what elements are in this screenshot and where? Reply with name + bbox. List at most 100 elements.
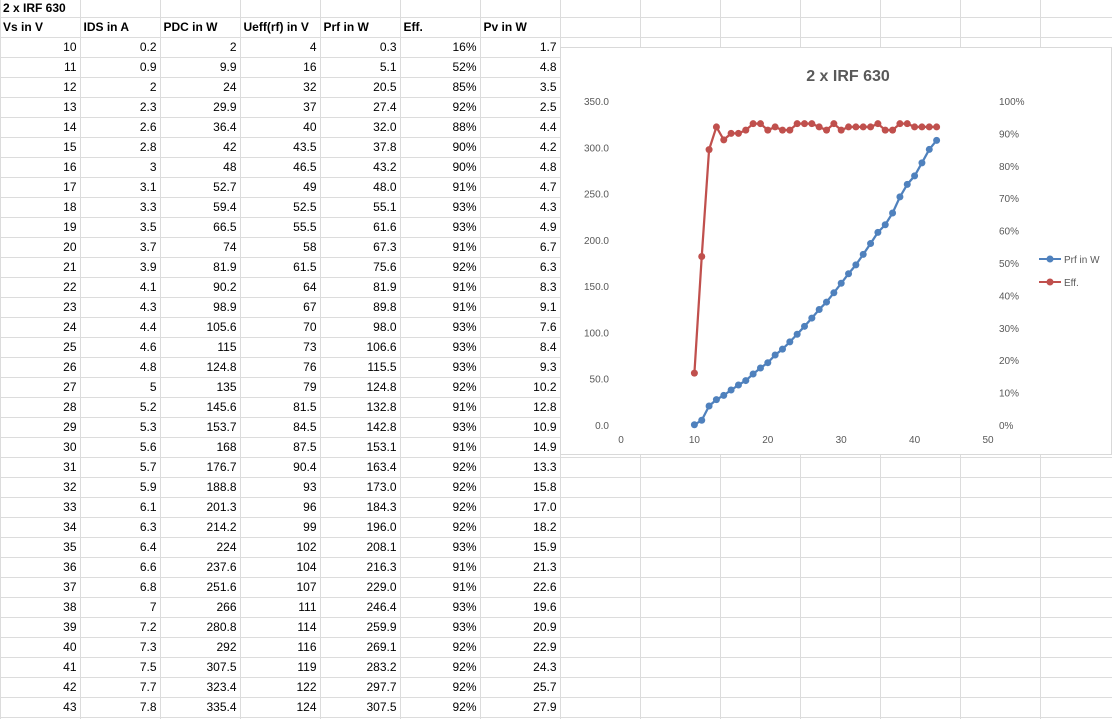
table-cell[interactable]: 5.7 — [80, 457, 161, 478]
table-cell[interactable]: 67.3 — [320, 237, 401, 258]
table-cell[interactable]: 93% — [400, 537, 481, 558]
data-point[interactable] — [881, 126, 889, 134]
data-point[interactable] — [925, 145, 933, 153]
table-cell[interactable]: 4.3 — [80, 297, 161, 318]
column-header[interactable]: Eff. — [400, 17, 481, 38]
sheet-title-cell[interactable]: 2 x IRF 630 — [3, 1, 66, 15]
table-cell[interactable]: 323.4 — [160, 677, 241, 698]
table-cell[interactable]: 4.4 — [480, 117, 561, 138]
data-point[interactable] — [727, 129, 735, 137]
table-cell[interactable]: 28 — [0, 397, 81, 418]
table-cell[interactable]: 6.3 — [480, 257, 561, 278]
table-cell[interactable]: 13.3 — [480, 457, 561, 478]
table-cell[interactable]: 5.6 — [80, 437, 161, 458]
data-point[interactable] — [771, 123, 779, 131]
table-cell[interactable]: 4.1 — [80, 277, 161, 298]
table-cell[interactable]: 58 — [240, 237, 321, 258]
table-cell[interactable]: 81.9 — [160, 257, 241, 278]
table-cell[interactable]: 168 — [160, 437, 241, 458]
table-cell[interactable]: 92% — [400, 477, 481, 498]
table-cell[interactable]: 16% — [400, 37, 481, 58]
table-cell[interactable]: 145.6 — [160, 397, 241, 418]
table-cell[interactable]: 5 — [80, 377, 161, 398]
table-cell[interactable]: 93% — [400, 357, 481, 378]
table-cell[interactable]: 52.7 — [160, 177, 241, 198]
table-cell[interactable]: 114 — [240, 617, 321, 638]
table-cell[interactable]: 79 — [240, 377, 321, 398]
table-cell[interactable]: 5.3 — [80, 417, 161, 438]
data-point[interactable] — [911, 123, 919, 131]
table-cell[interactable]: 0.9 — [80, 57, 161, 78]
table-cell[interactable]: 75.6 — [320, 257, 401, 278]
table-cell[interactable]: 92% — [400, 257, 481, 278]
table-cell[interactable]: 52.5 — [240, 197, 321, 218]
data-point[interactable] — [756, 120, 764, 128]
data-point[interactable] — [815, 123, 823, 131]
table-cell[interactable]: 90.2 — [160, 277, 241, 298]
data-point[interactable] — [712, 123, 720, 131]
table-cell[interactable]: 13 — [0, 97, 81, 118]
data-point[interactable] — [830, 120, 838, 128]
table-cell[interactable]: 7.2 — [80, 617, 161, 638]
table-cell[interactable]: 7.7 — [80, 677, 161, 698]
table-cell[interactable]: 24.3 — [480, 657, 561, 678]
table-cell[interactable]: 40 — [0, 637, 81, 658]
table-cell[interactable]: 9.1 — [480, 297, 561, 318]
table-cell[interactable]: 34 — [0, 517, 81, 538]
table-cell[interactable]: 36.4 — [160, 117, 241, 138]
table-cell[interactable]: 92% — [400, 97, 481, 118]
table-cell[interactable]: 4.8 — [480, 57, 561, 78]
table-cell[interactable]: 92% — [400, 497, 481, 518]
table-cell[interactable]: 104 — [240, 557, 321, 578]
table-cell[interactable]: 201.3 — [160, 497, 241, 518]
table-cell[interactable]: 23 — [0, 297, 81, 318]
table-cell[interactable]: 67 — [240, 297, 321, 318]
table-cell[interactable]: 17.0 — [480, 497, 561, 518]
data-point[interactable] — [793, 120, 801, 128]
table-cell[interactable]: 41 — [0, 657, 81, 678]
table-cell[interactable]: 98.9 — [160, 297, 241, 318]
table-cell[interactable]: 22.9 — [480, 637, 561, 658]
data-point[interactable] — [749, 370, 757, 378]
table-cell[interactable]: 4.6 — [80, 337, 161, 358]
table-cell[interactable]: 85% — [400, 77, 481, 98]
table-cell[interactable]: 92% — [400, 517, 481, 538]
data-point[interactable] — [845, 123, 853, 131]
data-point[interactable] — [778, 345, 786, 353]
table-cell[interactable]: 251.6 — [160, 577, 241, 598]
table-cell[interactable]: 8.4 — [480, 337, 561, 358]
table-cell[interactable]: 91% — [400, 437, 481, 458]
data-point[interactable] — [859, 250, 867, 258]
table-cell[interactable]: 92% — [400, 457, 481, 478]
data-point[interactable] — [793, 330, 801, 338]
table-cell[interactable]: 24 — [160, 77, 241, 98]
table-cell[interactable]: 266 — [160, 597, 241, 618]
table-cell[interactable]: 10.2 — [480, 377, 561, 398]
data-point[interactable] — [837, 126, 845, 134]
table-cell[interactable]: 9.3 — [480, 357, 561, 378]
table-cell[interactable]: 38 — [0, 597, 81, 618]
table-cell[interactable]: 29.9 — [160, 97, 241, 118]
table-cell[interactable]: 88% — [400, 117, 481, 138]
table-cell[interactable]: 90% — [400, 157, 481, 178]
table-cell[interactable]: 7.8 — [80, 697, 161, 718]
data-point[interactable] — [712, 396, 720, 404]
table-cell[interactable]: 153.7 — [160, 417, 241, 438]
table-cell[interactable]: 163.4 — [320, 457, 401, 478]
table-cell[interactable]: 37 — [0, 577, 81, 598]
table-cell[interactable]: 292 — [160, 637, 241, 658]
table-cell[interactable]: 5.2 — [80, 397, 161, 418]
data-point[interactable] — [720, 391, 728, 399]
data-point[interactable] — [867, 240, 875, 248]
table-cell[interactable]: 4.2 — [480, 137, 561, 158]
table-cell[interactable]: 4.8 — [480, 157, 561, 178]
data-point[interactable] — [727, 386, 735, 394]
table-cell[interactable]: 8.3 — [480, 277, 561, 298]
table-cell[interactable]: 93% — [400, 317, 481, 338]
table-cell[interactable]: 29 — [0, 417, 81, 438]
table-cell[interactable]: 48.0 — [320, 177, 401, 198]
table-cell[interactable]: 3 — [80, 157, 161, 178]
table-cell[interactable]: 14 — [0, 117, 81, 138]
column-header[interactable]: Prf in W — [320, 17, 401, 38]
table-cell[interactable]: 48 — [160, 157, 241, 178]
